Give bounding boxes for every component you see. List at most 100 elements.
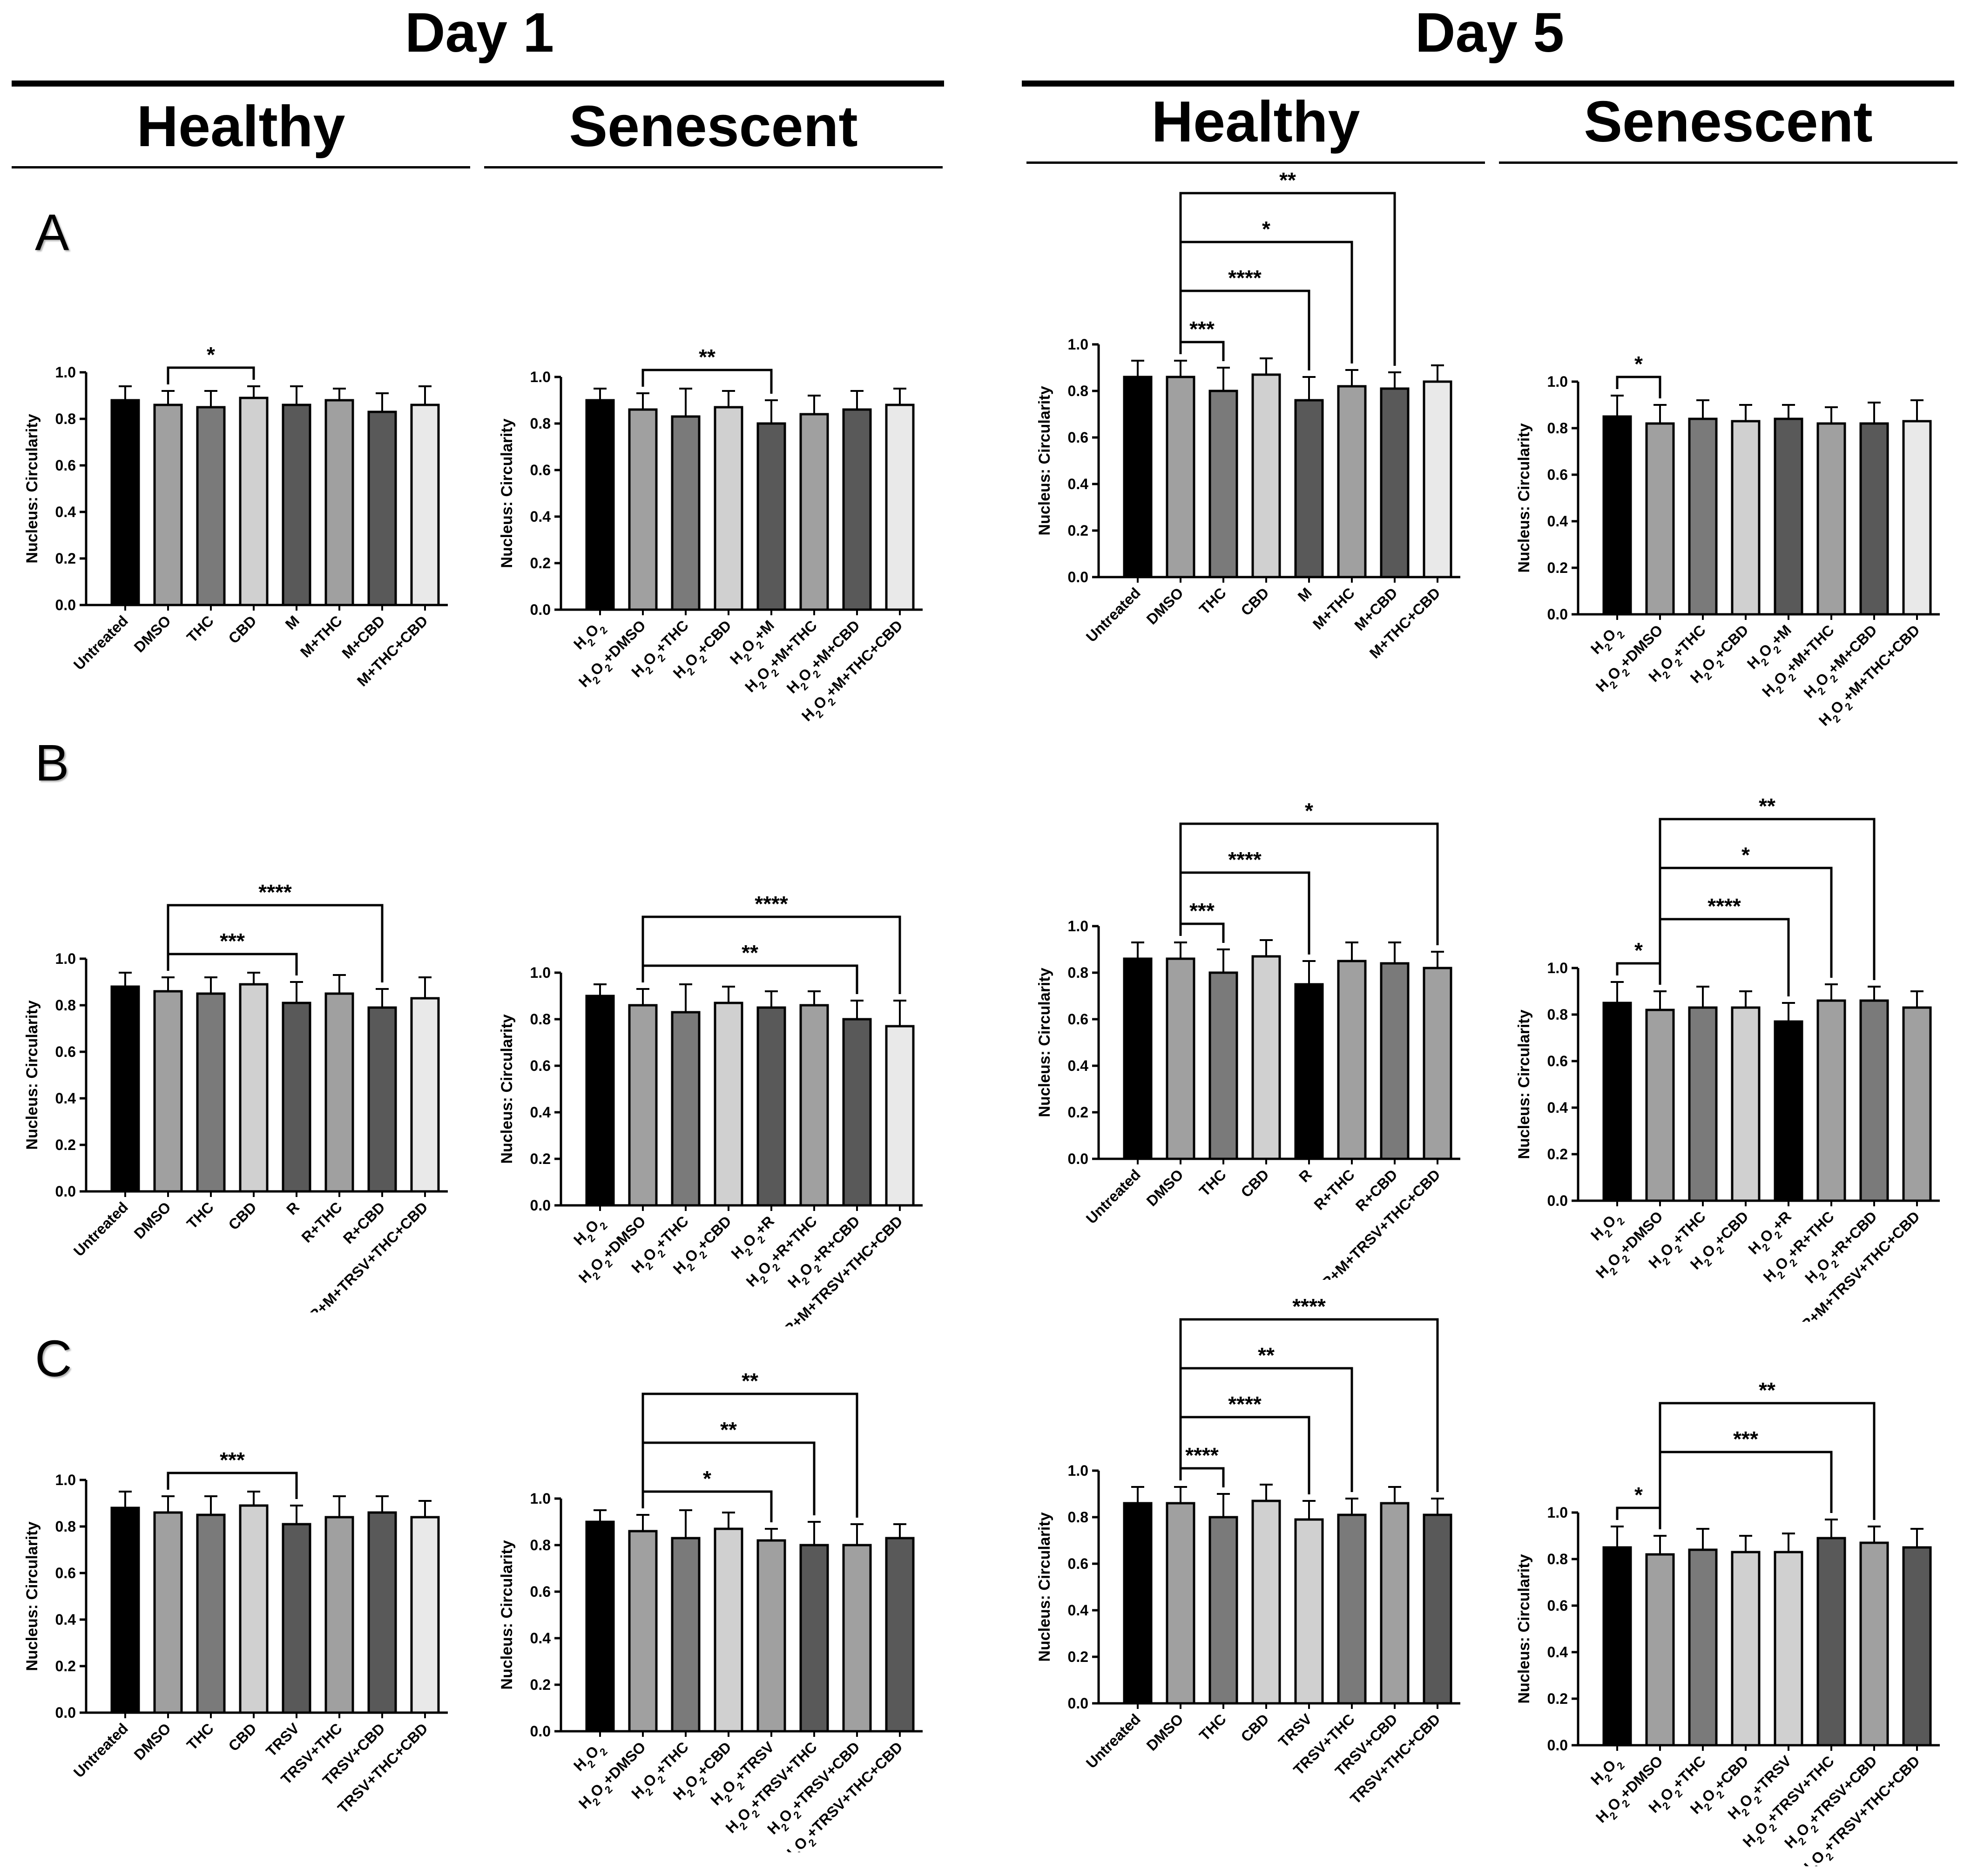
y-tick-label: 0.0 [530,1197,551,1214]
bar [1688,1006,1718,1202]
bar [282,1002,311,1193]
bar [367,1511,397,1714]
y-tick-label: 1.0 [1068,918,1088,935]
y-tick-label: 1.0 [1547,1504,1568,1521]
x-tick-label: R+THC [1310,1166,1358,1213]
bar [1294,399,1324,578]
y-tick-label: 0.4 [1547,1099,1568,1116]
bar [1380,962,1410,1160]
y-tick-label: 1.0 [55,950,76,967]
day5-header: Day 5 [1415,1,1565,64]
bar [1294,983,1324,1160]
y-tick-label: 1.0 [530,1490,551,1507]
significance-bracket [1659,918,1790,996]
y-tick-label: 0.8 [1547,1006,1568,1023]
bar [714,1002,743,1207]
bar [1251,373,1281,578]
x-tick-label: DMSO [131,1720,174,1763]
bar [756,1006,786,1207]
x-tick-label: CBD [225,612,259,646]
y-tick-label: 0.2 [1068,1648,1088,1665]
y-tick-label: 1.0 [1068,1462,1088,1479]
bar [410,997,440,1193]
significance-bracket [641,915,901,994]
significance-label: *** [220,929,245,953]
chart-c-day5-senescent: Nucleus: Circularity0.00.20.40.60.81.0H2… [1515,1378,1940,1866]
significance-bracket [1179,192,1396,366]
significance-bracket [1179,922,1225,943]
y-tick-label: 0.2 [55,1658,76,1674]
bar [1731,1006,1761,1202]
x-tick-label: CBD [1237,1710,1272,1745]
bar [1774,1020,1803,1202]
x-tick-label: THC [183,1720,217,1753]
significance-bracket [1659,1451,1833,1529]
y-axis-title: Nucleus: Circularity [498,1014,516,1163]
x-tick-label: CBD [1237,584,1272,619]
y-tick-label: 0.2 [1068,522,1088,539]
y-tick-label: 0.4 [55,504,76,520]
bar [1816,422,1846,616]
significance-label: ** [742,941,758,965]
y-tick-label: 1.0 [55,1472,76,1488]
significance-label: * [1634,938,1643,962]
y-axis-title: Nucleus: Circularity [1515,423,1533,572]
y-tick-label: 0.2 [1068,1104,1088,1121]
y-tick-label: 0.4 [530,508,551,525]
bar [324,399,354,606]
significance-label: **** [258,880,292,904]
y-tick-label: 0.8 [1068,964,1088,981]
x-tick-label: TRSV [1275,1710,1315,1750]
y-tick-label: 0.0 [1547,1737,1568,1754]
y-tick-label: 0.6 [530,1057,551,1074]
day1-rule [12,81,944,87]
y-tick-label: 0.6 [1547,1597,1568,1614]
significance-label: **** [1708,894,1741,918]
y-tick-label: 0.4 [1547,1644,1568,1661]
y-tick-label: 0.6 [1068,1555,1088,1572]
y-tick-label: 0.0 [530,601,551,618]
bar [239,1504,269,1714]
bar [1423,380,1452,578]
row-label-a: A [35,204,69,261]
significance-label: ** [720,1418,737,1442]
x-tick-label: R [283,1198,303,1218]
day5-senescent-rule [1499,161,1957,164]
chart-b-day1-healthy: Nucleus: Circularity 0.0 0.2 0.4 0.6 0.8 1.0 Un… [23,880,448,1312]
chart-c-day1-healthy: Nucleus: Circularity 0.0 0.2 0.4 0.6 0.8 1.0 Un… [23,1448,448,1816]
bar [324,992,354,1193]
y-tick-label: 0.6 [1068,1011,1088,1028]
significance-label: **** [755,892,788,916]
bar [1423,1513,1452,1705]
significance-label: *** [1189,899,1215,923]
bar [1602,1546,1632,1747]
bar [1859,1541,1889,1747]
y-axis-title: Nucleus: Circularity [1515,1009,1533,1159]
x-tick-label: DMSO [1143,584,1187,627]
bar [1859,999,1889,1202]
significance-label: * [1305,799,1313,823]
significance-bracket [1179,341,1225,361]
chart-b-day5-healthy: Nucleus: Circularity 0.0 0.2 0.4 0.6 0.8 1.0 Un… [1036,799,1460,1280]
y-tick-label: 0.0 [530,1723,551,1740]
y-tick-label: 1.0 [1068,336,1088,353]
bar [842,1544,872,1733]
y-tick-label: 0.6 [1547,466,1568,483]
significance-bracket [641,1490,773,1522]
bar [239,397,269,606]
significance-bracket [1659,818,1876,985]
y-tick-label: 0.8 [1068,383,1088,399]
bar [1816,999,1846,1202]
y-tick-label: 0.2 [55,550,76,567]
significance-label: * [1634,1483,1643,1507]
significance-label: *** [1189,317,1215,341]
day1-healthy-rule [12,166,470,168]
chart-a-day5-healthy: Nucleus: Circularity 0.0 0.2 0.4 0.6 0.8 1.0 Un… [1036,172,1460,662]
y-tick-label: 0.0 [1068,1150,1088,1167]
significance-bracket [1179,1367,1353,1492]
x-tick-label: CBD [225,1720,259,1754]
y-axis-title: Nucleus: Circularity [23,1000,41,1150]
bar [1816,1537,1846,1747]
y-tick-label: 0.0 [55,597,76,613]
y-axis-title: Nucleus: Circularity [23,414,41,563]
